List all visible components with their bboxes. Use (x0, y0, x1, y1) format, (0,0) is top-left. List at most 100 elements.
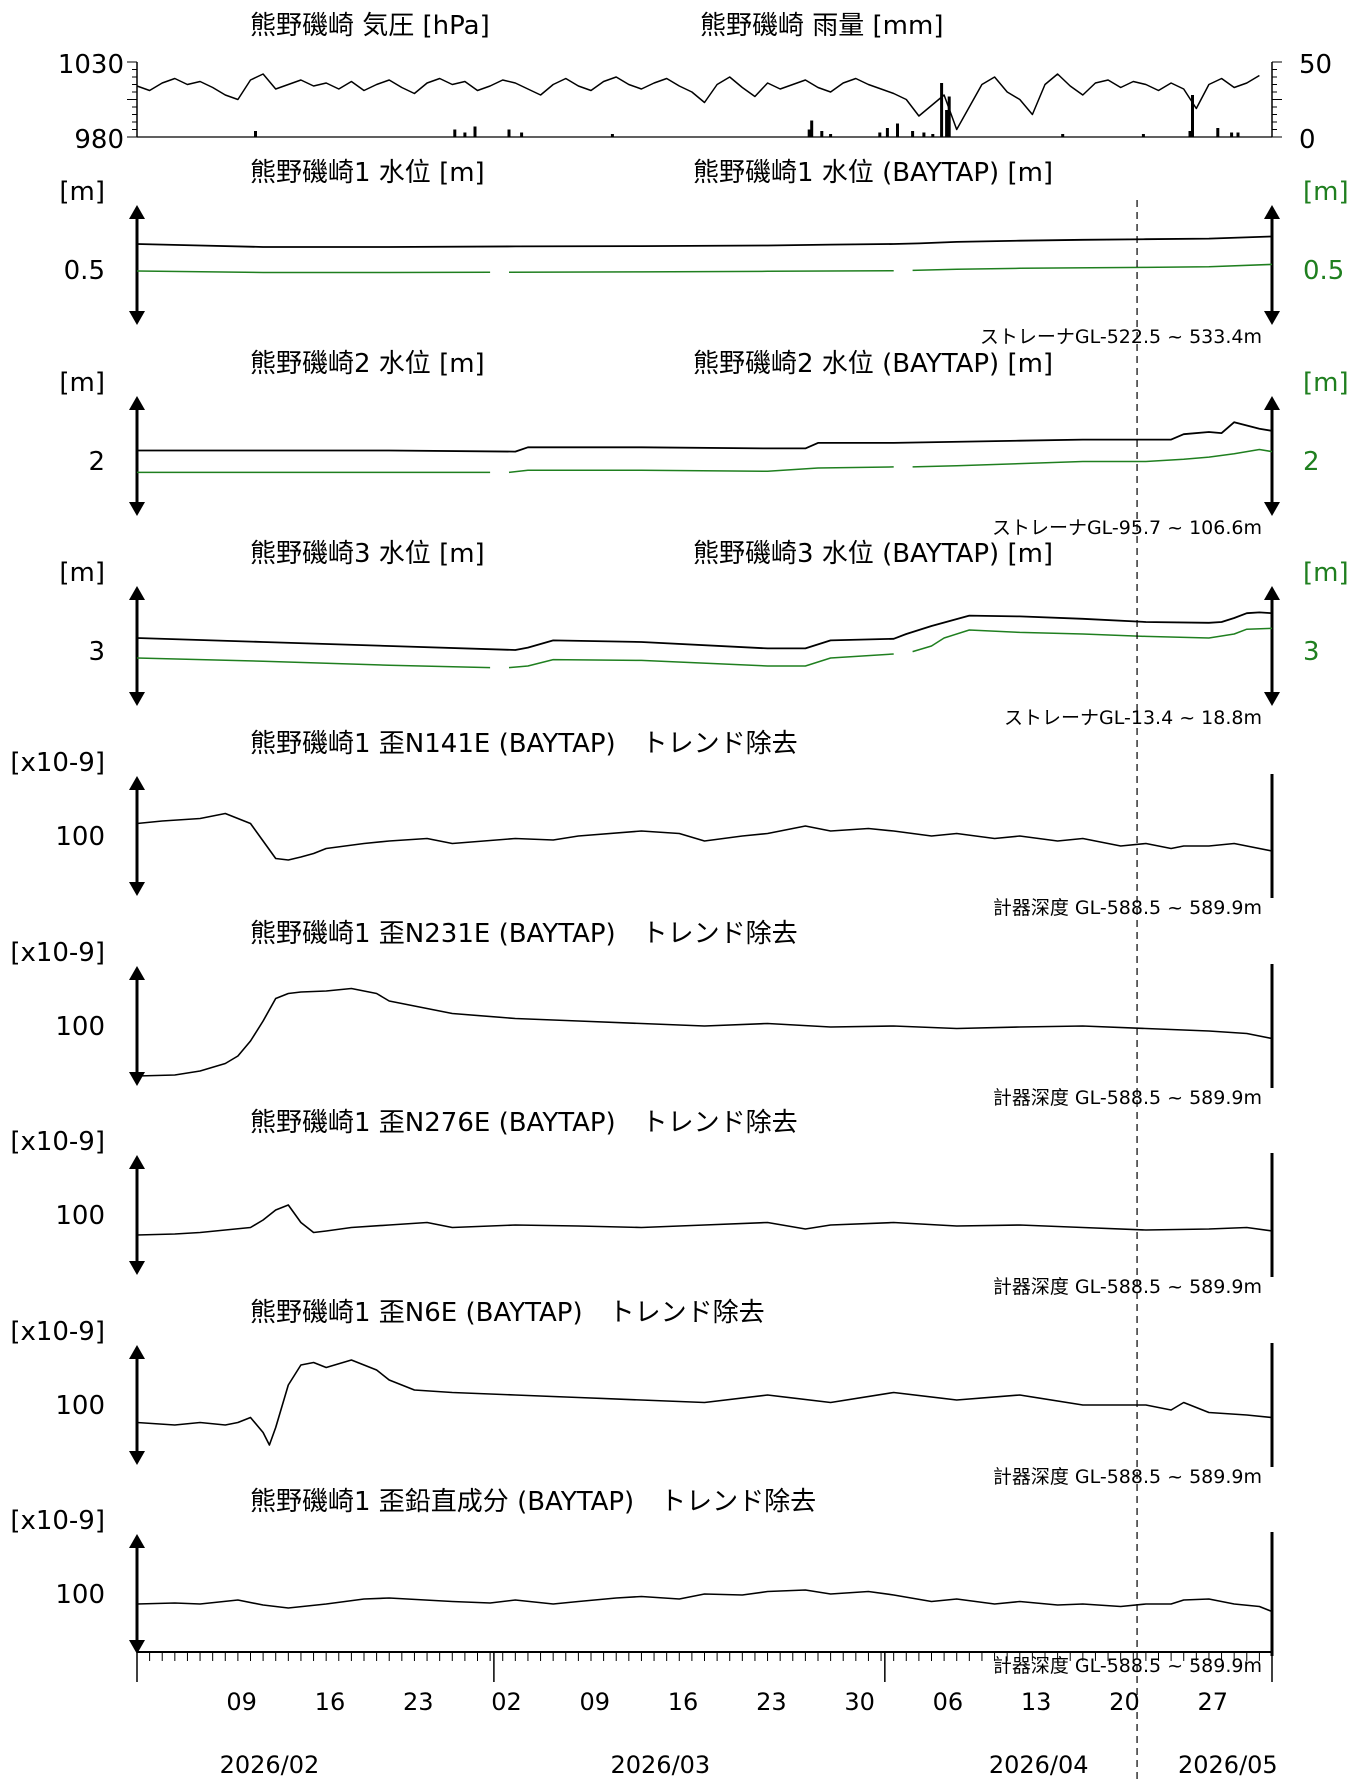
right-axis-arrow (1264, 396, 1280, 516)
panel-strain-n6e: 熊野磯崎1 歪N6E (BAYTAP) トレンド除去 [x10-9] 100 計器深度… (10, 1298, 1274, 1488)
rain-bar (878, 132, 882, 137)
panel-title: 熊野磯崎1 歪N276E (BAYTAP) トレンド除去 (250, 1108, 798, 1138)
rain-bar (1061, 134, 1065, 137)
panel-strain-n276e: 熊野磯崎1 歪N276E (BAYTAP) トレンド除去 [x10-9] 100 計器… (10, 1108, 1274, 1298)
footnote: 計器深度 GL-588.5 ~ 589.9m (993, 1655, 1262, 1677)
panel-title-right: 熊野磯崎3 水位 (BAYTAP) [m] (693, 539, 1053, 569)
panel-title-left: 熊野磯崎1 水位 [m] (250, 158, 485, 188)
unit-left: [m] (59, 177, 105, 207)
x-tick-label: 16 (315, 1688, 346, 1716)
x-tick-label: 23 (756, 1688, 787, 1716)
panel-title: 熊野磯崎1 歪N141E (BAYTAP) トレンド除去 (250, 729, 798, 759)
x-tick-label: 09 (226, 1688, 257, 1716)
series-line (136, 1589, 1273, 1613)
tick-label-left: 0.5 (64, 256, 105, 286)
rain-bar (1188, 131, 1192, 137)
panel-title-left: 熊野磯崎2 水位 [m] (250, 349, 485, 379)
unit-right: [m] (1303, 558, 1349, 588)
unit-right: [m] (1303, 368, 1349, 398)
tick-label-right: 0.5 (1303, 256, 1344, 286)
panel-title: 熊野磯崎1 歪鉛直成分 (BAYTAP) トレンド除去 (250, 1487, 816, 1517)
x-month-label: 2026/02 (220, 1751, 320, 1779)
panel-strain-n231e: 熊野磯崎1 歪N231E (BAYTAP) トレンド除去 [x10-9] 100 計器… (10, 919, 1274, 1109)
footnote: 計器深度 GL-588.5 ~ 589.9m (993, 897, 1262, 919)
panel-title-right: 熊野磯崎1 水位 (BAYTAP) [m] (693, 158, 1053, 188)
left-axis-arrow (129, 205, 145, 325)
x-tick-label: 02 (491, 1688, 522, 1716)
footnote: 計器深度 GL-588.5 ~ 589.9m (993, 1276, 1262, 1298)
rain-bar (940, 83, 944, 137)
unit-left: [m] (59, 558, 105, 588)
panel-water3: 熊野磯崎3 水位 [m] 熊野磯崎3 水位 (BAYTAP) [m] [m] [m] 3… (59, 539, 1348, 729)
tick-label-left: 2 (88, 447, 105, 477)
series-line (136, 812, 1273, 861)
series-line (137, 448, 1273, 474)
rain-bar (885, 128, 889, 137)
panel-title-right: 熊野磯崎2 水位 (BAYTAP) [m] (693, 349, 1053, 379)
series-line (136, 987, 1273, 1077)
tick-label-right: 2 (1303, 447, 1320, 477)
rain-bar (453, 129, 457, 137)
rain-bar (947, 96, 951, 137)
rain-bar (1191, 95, 1194, 137)
x-tick-label: 30 (844, 1688, 875, 1716)
panel-strain-n141e: 熊野磯崎1 歪N141E (BAYTAP) トレンド除去 [x10-9] 100 計器… (10, 729, 1274, 919)
rain-bar (463, 132, 467, 137)
rain-bar (931, 134, 935, 137)
tick-label-left: 100 (55, 822, 105, 852)
footnote: ストレーナGL-13.4 ~ 18.8m (1004, 707, 1262, 729)
left-tick-label: 1030 (58, 50, 124, 80)
x-tick-label: 16 (668, 1688, 699, 1716)
panel-water2: 熊野磯崎2 水位 [m] 熊野磯崎2 水位 (BAYTAP) [m] [m] [m] 2… (59, 349, 1348, 539)
x-tick-label: 09 (580, 1688, 611, 1716)
x-axis: 09 16 23 02 09 16 23 30 06 13 20 27 2026/02 2026/03 20… (136, 1651, 1278, 1779)
x-month-label: 2026/03 (611, 1751, 711, 1779)
tick-label-right: 3 (1303, 637, 1320, 667)
unit-left: [x10-9] (10, 1506, 105, 1536)
tick-label-left: 3 (88, 637, 105, 667)
x-tick-label: 23 (403, 1688, 434, 1716)
x-tick-label: 06 (933, 1688, 964, 1716)
unit-left: [x10-9] (10, 1127, 105, 1157)
tick-label-left: 100 (55, 1580, 105, 1610)
right-axis-arrow (1264, 586, 1280, 706)
series-line (136, 1359, 1273, 1446)
left-axis-arrow (129, 1534, 145, 1654)
tick-label-left: 100 (55, 1391, 105, 1421)
rain-bar (507, 129, 511, 137)
rain-bar (1216, 128, 1220, 137)
rain-bar (911, 131, 915, 137)
rain-bar (896, 123, 899, 137)
left-axis-arrow (129, 1155, 145, 1275)
right-tick-label: 0 (1299, 125, 1316, 155)
footnote: ストレーナGL-522.5 ~ 533.4m (980, 326, 1262, 348)
unit-left: [m] (59, 368, 105, 398)
panel-title: 熊野磯崎1 歪N231E (BAYTAP) トレンド除去 (250, 919, 798, 949)
tick-label-left: 100 (55, 1012, 105, 1042)
left-axis-arrow (129, 396, 145, 516)
footnote: 計器深度 GL-588.5 ~ 589.9m (993, 1087, 1262, 1109)
left-axis-arrow (129, 586, 145, 706)
panel-pressure-rain: 熊野磯崎 気圧 [hPa] 熊野磯崎 雨量 [mm] 1030 980 50 0 (58, 11, 1332, 155)
series-line (136, 611, 1273, 651)
rain-bar (520, 132, 524, 137)
tick-label-left: 100 (55, 1201, 105, 1231)
rain-bar (473, 126, 477, 137)
footnote: ストレーナGL-95.7 ~ 106.6m (992, 517, 1262, 539)
panel-water1: 熊野磯崎1 水位 [m] 熊野磯崎1 水位 (BAYTAP) [m] [m] [m] 0… (59, 158, 1348, 348)
right-tick-label: 50 (1299, 50, 1332, 80)
left-axis-arrow (129, 1345, 145, 1465)
panel-title-right: 熊野磯崎 雨量 [mm] (700, 11, 943, 41)
unit-left: [x10-9] (10, 938, 105, 968)
unit-right: [m] (1303, 177, 1349, 207)
rain-bar (1230, 132, 1234, 137)
series-line (136, 627, 1273, 669)
series-line (136, 1204, 1273, 1236)
footnote: 計器深度 GL-588.5 ~ 589.9m (993, 1466, 1262, 1488)
rain-bar (810, 120, 814, 137)
rain-bar (1141, 134, 1145, 137)
x-tick-label: 27 (1197, 1688, 1228, 1716)
panel-title-left: 熊野磯崎 気圧 [hPa] (250, 11, 490, 41)
rain-bar (254, 131, 257, 137)
